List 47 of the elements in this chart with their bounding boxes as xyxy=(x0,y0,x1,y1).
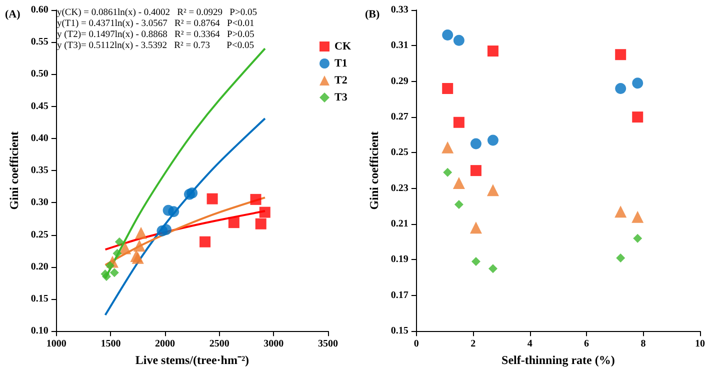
x-tick-label: 6 xyxy=(584,338,590,350)
y-tick-label: 0.23 xyxy=(390,182,408,194)
x-tick-label: 3000 xyxy=(264,338,284,350)
x-tick-label: 2500 xyxy=(209,338,230,350)
y-tick-label: 0.29 xyxy=(390,76,408,87)
y-tick-label: 0.33 xyxy=(390,4,408,16)
y-tick-label: 0.15 xyxy=(390,326,408,337)
annotation: y(CK) = 0.0861ln(x) - 0.4002 R² = 0.0929 P>0.05 xyxy=(57,8,258,18)
x-tick-label: 10 xyxy=(695,338,705,350)
y-tick-label: 0.40 xyxy=(30,132,48,144)
x-axis-title: Live stems/(tree·hm⁻²) xyxy=(135,353,250,367)
x-tick-label: 4 xyxy=(527,338,532,350)
y-axis-title: Gini coefficient xyxy=(367,131,381,210)
chart-title: (B) xyxy=(365,8,380,20)
y-tick-label: 0.19 xyxy=(390,254,408,266)
y-tick-label: 0.21 xyxy=(390,218,408,230)
x-tick-label: 2 xyxy=(470,338,476,350)
y-tick-label: 0.25 xyxy=(390,147,408,158)
legend-label: T1 xyxy=(334,58,348,70)
y-axis-title: Gini coefficient xyxy=(7,131,21,210)
legend-label: T2 xyxy=(334,74,348,86)
annotation: y (T2)= 0.1497ln(x) - 0.8868 R² = 0.3364 P>0.05 xyxy=(57,30,255,40)
y-tick-label: 0.15 xyxy=(30,293,48,304)
annotation: y (T3)= 0.5112ln(x) - 3.5392 R² = 0.73 P<0.05 xyxy=(57,41,254,51)
y-tick-label: 0.27 xyxy=(390,112,408,123)
x-axis-title: Self-thinning rate (%) xyxy=(502,353,615,367)
y-tick-label: 0.25 xyxy=(30,229,48,240)
annotation: y(T1) = 0.4371ln(x) - 3.0567 R² = 0.8764 P<0.01 xyxy=(57,19,255,29)
y-tick-label: 0.17 xyxy=(390,290,408,301)
y-tick-label: 0.55 xyxy=(30,36,48,48)
x-tick-label: 0 xyxy=(414,338,419,350)
x-tick-label: 3500 xyxy=(318,338,338,350)
y-tick-label: 0.35 xyxy=(30,165,48,176)
y-tick-label: 0.10 xyxy=(30,326,48,337)
x-tick-label: 2000 xyxy=(155,338,176,350)
y-tick-label: 0.20 xyxy=(30,261,48,272)
legend-label: CK xyxy=(334,40,352,52)
y-tick-label: 0.31 xyxy=(390,40,408,52)
chart-title: (A) xyxy=(5,8,21,20)
y-tick-label: 0.45 xyxy=(30,100,48,112)
legend-label: T3 xyxy=(334,92,348,104)
y-tick-label: 0.30 xyxy=(30,197,48,208)
x-tick-label: 1000 xyxy=(46,338,66,350)
x-tick-label: 1500 xyxy=(100,338,121,350)
y-tick-label: 0.60 xyxy=(30,4,48,16)
x-tick-label: 8 xyxy=(640,338,646,350)
y-tick-label: 0.50 xyxy=(30,68,48,80)
